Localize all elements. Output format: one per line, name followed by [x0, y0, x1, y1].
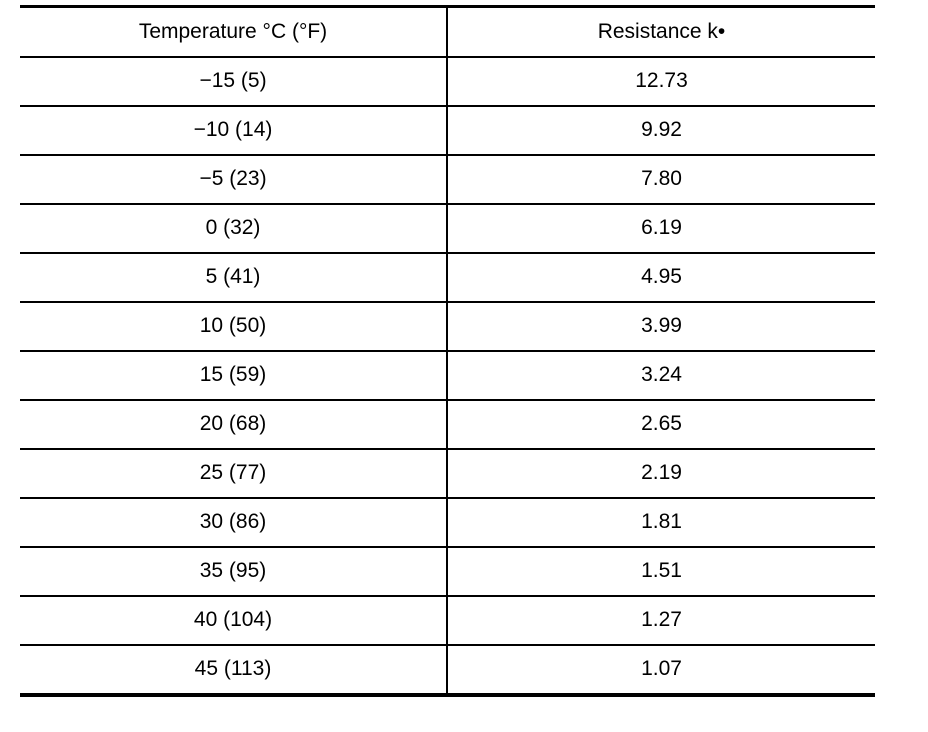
table-row: 20 (68) 2.65 [20, 399, 875, 450]
resistance-cell: 7.80 [447, 154, 875, 205]
resistance-cell: 1.81 [447, 497, 875, 548]
table-row: 0 (32) 6.19 [20, 203, 875, 254]
temperature-cell: −10 (14) [20, 105, 448, 156]
table-row: 30 (86) 1.81 [20, 497, 875, 548]
temperature-cell: 35 (95) [20, 546, 448, 597]
table-row: 40 (104) 1.27 [20, 595, 875, 646]
temperature-cell: 0 (32) [20, 203, 448, 254]
resistance-cell: 9.92 [447, 105, 875, 156]
temperature-cell: 25 (77) [20, 448, 448, 499]
table-row: −5 (23) 7.80 [20, 154, 875, 205]
table-row: 15 (59) 3.24 [20, 350, 875, 401]
temperature-cell: −5 (23) [20, 154, 448, 205]
table-row: −10 (14) 9.92 [20, 105, 875, 156]
resistance-cell: 2.19 [447, 448, 875, 499]
temperature-cell: 10 (50) [20, 301, 448, 352]
header-resistance: Resistance k• [447, 5, 875, 58]
resistance-cell: 12.73 [447, 56, 875, 107]
table-row: −15 (5) 12.73 [20, 56, 875, 107]
table-row: 35 (95) 1.51 [20, 546, 875, 597]
temperature-cell: 15 (59) [20, 350, 448, 401]
temperature-cell: 40 (104) [20, 595, 448, 646]
table-row: 10 (50) 3.99 [20, 301, 875, 352]
resistance-cell: 3.24 [447, 350, 875, 401]
table-row: 45 (113) 1.07 [20, 644, 875, 697]
resistance-cell: 1.51 [447, 546, 875, 597]
header-temperature: Temperature °C (°F) [20, 5, 448, 58]
resistance-cell: 1.27 [447, 595, 875, 646]
resistance-cell: 4.95 [447, 252, 875, 303]
temperature-cell: 5 (41) [20, 252, 448, 303]
header-row: Temperature °C (°F) Resistance k• [20, 5, 875, 58]
temperature-cell: 20 (68) [20, 399, 448, 450]
resistance-cell: 6.19 [447, 203, 875, 254]
temperature-resistance-table-container: Temperature °C (°F) Resistance k• −15 (5… [20, 5, 875, 700]
temperature-cell: 45 (113) [20, 644, 448, 697]
table-header: Temperature °C (°F) Resistance k• [20, 5, 875, 58]
temperature-resistance-table: Temperature °C (°F) Resistance k• −15 (5… [20, 5, 875, 697]
table-body: −15 (5) 12.73 −10 (14) 9.92 −5 (23) 7.80… [20, 56, 875, 697]
temperature-cell: −15 (5) [20, 56, 448, 107]
resistance-cell: 2.65 [447, 399, 875, 450]
table-row: 25 (77) 2.19 [20, 448, 875, 499]
table-row: 5 (41) 4.95 [20, 252, 875, 303]
resistance-cell: 1.07 [447, 644, 875, 697]
resistance-cell: 3.99 [447, 301, 875, 352]
temperature-cell: 30 (86) [20, 497, 448, 548]
